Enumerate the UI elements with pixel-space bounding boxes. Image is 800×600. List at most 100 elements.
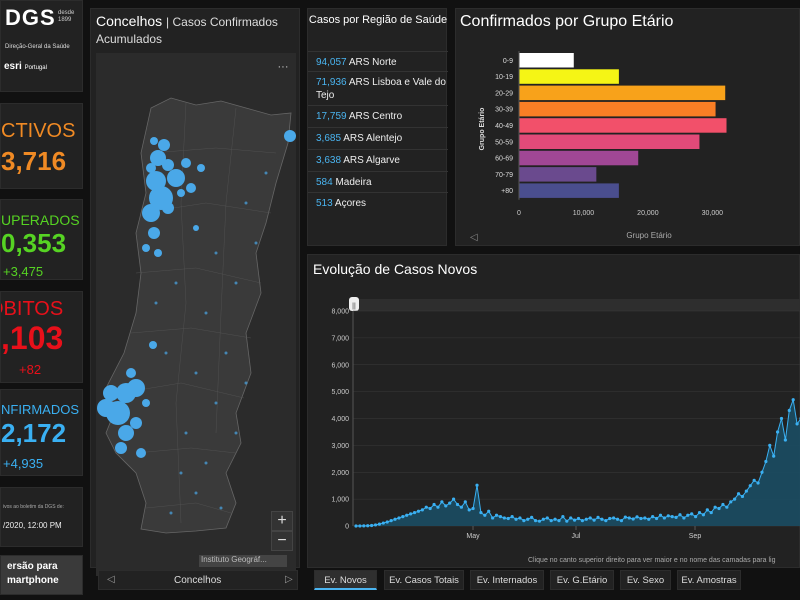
evo-point [787, 408, 791, 413]
esri-logo: esri Portugal [4, 61, 47, 72]
evo-point [705, 508, 709, 512]
region-value: 17,759 [316, 111, 347, 122]
map-next-arrow-icon[interactable]: ▷ [285, 574, 293, 585]
evo-tick-label: 7,000 [331, 335, 349, 342]
region-item[interactable]: 94,057 ARS Norte [308, 51, 448, 71]
evo-point [744, 489, 748, 493]
evo-point [514, 517, 518, 521]
evo-point [467, 508, 471, 512]
age-bar [519, 69, 619, 84]
tab-ev-sexo[interactable]: Ev. Sexo [620, 570, 671, 590]
region-item[interactable]: 71,936 ARS Lisboa e Vale do Tejo [308, 71, 448, 105]
evo-point [619, 519, 624, 523]
map-title: Concelhos | Casos Confirmados Acumulados [96, 13, 278, 46]
region-item[interactable]: 3,685 ARS Alentejo [308, 127, 448, 149]
evo-tick-label: 4,000 [331, 416, 349, 423]
evo-point [701, 513, 706, 517]
evo-point [428, 506, 432, 511]
evo-point [608, 516, 612, 521]
evo-point [370, 523, 374, 528]
evo-point [545, 516, 549, 520]
evo-point [572, 518, 577, 522]
tab-ev-g-et-rio[interactable]: Ev. G.Etário [550, 570, 614, 590]
evo-point [795, 422, 799, 426]
evo-tick-label: 1,000 [331, 497, 349, 504]
evo-point [729, 500, 733, 504]
evo-point [377, 522, 382, 526]
evo-point [358, 524, 362, 528]
age-tick-label: 30,000 [702, 210, 724, 217]
map-attribution[interactable]: Instituto Geográf... [199, 555, 287, 567]
stat-recuperados-value: 0,353 [1, 228, 67, 258]
evo-tick-label: 6,000 [331, 362, 349, 369]
evo-point [654, 516, 659, 521]
evo-point [502, 516, 506, 520]
age-chart-panel: Confirmados por Grupo Etário 0-9 10-19 20-… [455, 8, 800, 246]
evo-point [752, 478, 756, 482]
evo-point [760, 470, 764, 474]
portugal-map [97, 97, 296, 534]
region-value: 513 [316, 198, 333, 209]
evo-point [725, 505, 729, 509]
map-prev-arrow-icon[interactable]: ◁ [107, 574, 115, 585]
evo-point [717, 506, 721, 511]
age-category-label: 30-39 [495, 107, 513, 114]
region-item[interactable]: 513 Açores [308, 192, 448, 213]
evo-point [756, 481, 760, 485]
evo-point [584, 517, 588, 521]
evo-point [405, 513, 409, 517]
tab-ev-amostras[interactable]: Ev. Amostras [677, 570, 741, 590]
evo-point [736, 492, 741, 496]
evo-point [385, 520, 389, 524]
evo-point [381, 521, 385, 525]
evo-point [682, 516, 686, 520]
smartphone-version-button[interactable]: ersão para martphone [0, 555, 83, 595]
evo-point [643, 516, 647, 520]
age-category-label: +80 [501, 188, 513, 195]
tab-ev-internados[interactable]: Ev. Internados [470, 570, 544, 590]
evo-point [409, 512, 413, 516]
evo-month-label: Sep [689, 533, 702, 540]
age-tick-label: 20,000 [637, 210, 659, 217]
evo-point [612, 516, 616, 520]
evo-point [775, 430, 780, 434]
evo-point [498, 514, 503, 519]
evo-point [592, 518, 596, 522]
age-category-label: 20-29 [495, 90, 513, 97]
evo-point [666, 514, 670, 518]
region-value: 3,685 [316, 133, 342, 144]
evo-point [475, 483, 479, 487]
region-item[interactable]: 584 Madeira [308, 171, 448, 192]
evo-point [362, 524, 366, 528]
age-bar [519, 85, 726, 101]
stat-recuperados-label: UPERADOS [1, 212, 80, 228]
evo-point [721, 502, 725, 507]
evo-point [631, 517, 635, 521]
tab-ev-casos-totais[interactable]: Ev. Casos Totais [384, 570, 464, 590]
age-bar [519, 118, 727, 133]
evo-point [580, 519, 585, 523]
region-name: ARS Algarve [341, 155, 400, 166]
evo-point [510, 514, 514, 519]
region-item[interactable]: 3,638 ARS Algarve [308, 149, 448, 171]
evo-point [569, 516, 573, 520]
region-item[interactable]: 17,759 ARS Centro [308, 105, 448, 127]
tab-ev-novos[interactable]: Ev. Novos [314, 570, 377, 590]
evo-chart: || 0 1,000 2,000 3,000 4,000 5,000 6,000 7,000 8,… [331, 297, 800, 540]
dgs-logo: DGS desde 1899 Direção-Geral da Saúde esr… [0, 0, 83, 92]
evo-point [432, 502, 436, 507]
map-panel: Concelhos | Casos Confirmados Acumulados [90, 8, 300, 576]
age-bar [519, 167, 597, 182]
stat-ativos: CTIVOS 3,716 [0, 103, 83, 189]
map-menu-button[interactable]: ··· [277, 61, 289, 73]
zoom-in-button[interactable]: + [271, 511, 293, 531]
evo-point [487, 509, 491, 513]
region-name: ARS Alentejo [341, 133, 403, 144]
map-canvas[interactable] [96, 53, 296, 576]
zoom-out-button[interactable]: − [271, 531, 293, 551]
evo-area [356, 399, 800, 526]
stat-confirmados-value: 2,172 [1, 418, 67, 448]
evo-point [463, 500, 467, 504]
case-bubbles [97, 130, 296, 458]
evo-point [678, 513, 682, 517]
